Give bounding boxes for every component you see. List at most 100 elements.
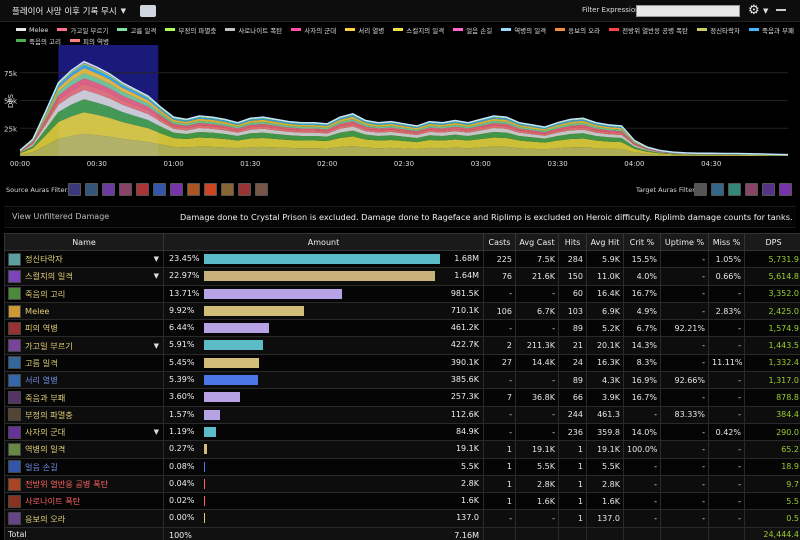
expand-caret-icon[interactable]: ▼	[153, 428, 159, 437]
aura-icon-6[interactable]	[153, 183, 166, 196]
table-row[interactable]: 가고일 부르기 ▼ 5.91% 422.7K 2 211.3K 21 20.1K 14.3% - -…	[4, 336, 800, 355]
legend-item[interactable]: 가고일 부르기	[57, 25, 108, 35]
table-row[interactable]: 사자의 군대 ▼ 1.19% 84.9K - -236 359.8 14.0% -0.42% 29…	[4, 422, 800, 442]
aura-icon-11[interactable]	[238, 183, 251, 196]
gear-icon[interactable]: ⚙	[748, 3, 760, 18]
column-header[interactable]: Miss %	[708, 233, 745, 251]
ability-label[interactable]: 전방위 열반응 공병 폭탄	[25, 479, 109, 489]
column-header[interactable]: Crit %	[623, 233, 661, 251]
target-aura-icon-6[interactable]	[779, 183, 792, 196]
target-aura-icon-4[interactable]	[745, 183, 758, 196]
ability-label[interactable]: 고름 일격	[25, 357, 58, 368]
column-header[interactable]: Name	[4, 233, 164, 251]
legend-item[interactable]: 죽음의 고리	[16, 36, 61, 46]
aura-icon-7[interactable]	[170, 183, 183, 196]
legend-item[interactable]: 전방위 열반응 공병 폭탄	[609, 25, 688, 35]
ability-name[interactable]: 죽음과 부패	[8, 391, 160, 405]
expand-caret-icon[interactable]: ▼	[153, 272, 159, 281]
aura-icon-10[interactable]	[221, 183, 234, 196]
table-row[interactable]: 피의 역병 6.44% 461.2K - -89 5.2K 6.7% 92.21% -1,574…	[4, 319, 800, 338]
aura-icon-4[interactable]	[119, 183, 132, 196]
target-aura-icon-5[interactable]	[762, 183, 775, 196]
legend-item[interactable]: 얼음 손길	[453, 25, 492, 35]
target-aura-icon-2[interactable]	[711, 183, 724, 196]
ability-label[interactable]: 서리 열병	[25, 375, 58, 386]
ability-name[interactable]: 고름 일격	[8, 356, 160, 370]
target-aura-icon-1[interactable]	[694, 183, 707, 196]
chevron-down-icon[interactable]: ▼	[763, 7, 769, 15]
aura-icon-9[interactable]	[204, 183, 217, 196]
table-row[interactable]: 죽음과 부패 3.60% 257.3K 7 36.8K 66 3.9K 16.7% - -878.…	[4, 388, 800, 407]
ability-name[interactable]: 정신타락자 ▼	[8, 252, 160, 266]
ability-name[interactable]: 사자의 군대 ▼	[8, 425, 160, 439]
column-header[interactable]: Uptime %	[660, 233, 709, 251]
table-row[interactable]: 죽음의 고리 13.71% 981.5K - -60 16.4K 16.7% - -3,352.…	[4, 284, 800, 303]
ability-name[interactable]: 가고일 부르기 ▼	[8, 339, 160, 353]
ability-name[interactable]: 응보의 오라	[8, 512, 160, 526]
aura-icon-2[interactable]	[85, 183, 98, 196]
collapse-icon[interactable]	[776, 9, 786, 11]
column-header[interactable]: Hits	[558, 233, 587, 251]
column-header[interactable]: Avg Cast	[515, 233, 559, 251]
filter-dropdown[interactable]: 플레이어 사망 이후 기록 무시 ▼	[12, 5, 126, 17]
ability-label[interactable]: 죽음과 부패	[25, 392, 66, 403]
ability-name[interactable]: 역병의 일격	[8, 442, 160, 456]
ability-name[interactable]: 피의 역병	[8, 321, 160, 335]
legend-item[interactable]: Melee	[16, 25, 48, 34]
expand-caret-icon[interactable]: ▼	[153, 255, 159, 264]
legend-item[interactable]: 정신타락자	[697, 25, 740, 35]
table-row[interactable]: Melee 9.92% 710.1K 106 6.7K 103 6.9K 4.9% -2.83%…	[4, 301, 800, 321]
aura-icon-5[interactable]	[136, 183, 149, 196]
dps-area-chart[interactable]: 25k 50k 75k DPS 00:00 00:30 01:00 01:30 02:00 02:…	[4, 23, 796, 175]
ability-label[interactable]: 사자의 군대	[25, 427, 66, 438]
legend-item[interactable]: 스컬지의 일격	[393, 25, 444, 35]
table-row[interactable]: 부정의 파멸충 1.57% 112.6K - -244 461.3-83.33% -384.…	[4, 405, 800, 424]
aura-icon-12[interactable]	[255, 183, 268, 196]
ability-label[interactable]: 피의 역병	[25, 323, 58, 334]
ability-label[interactable]: 얼음 손길	[25, 461, 58, 472]
ability-label[interactable]: 사로나이트 폭탄	[25, 496, 81, 507]
ability-name[interactable]: 사로나이트 폭탄	[8, 494, 160, 508]
ability-name[interactable]: Melee	[8, 304, 160, 318]
ability-name[interactable]: 스컬지의 일격 ▼	[8, 269, 160, 283]
aura-icon-3[interactable]	[102, 183, 115, 196]
ability-label[interactable]: 응보의 오라	[25, 513, 66, 524]
ability-label[interactable]: 역병의 일격	[25, 444, 66, 455]
view-unfiltered-link[interactable]: View Unfiltered Damage	[12, 212, 110, 221]
ability-label[interactable]: 스컬지의 일격	[25, 271, 73, 282]
ability-label[interactable]: 정신타락자	[25, 254, 63, 265]
table-row[interactable]: 고름 일격 5.45% 390.1K 27 14.4K 24 16.3K 8.3% -11.11…	[4, 353, 800, 373]
aura-icon-8[interactable]	[187, 183, 200, 196]
table-row[interactable]: 스컬지의 일격 ▼ 22.97% 1.64M 76 21.6K 150 11.0K 4.0% -0…	[4, 267, 800, 286]
toggle-button[interactable]	[140, 4, 157, 17]
ability-name[interactable]: 죽음의 고리	[8, 287, 160, 301]
expand-caret-icon[interactable]: ▼	[153, 341, 159, 350]
target-aura-icon-3[interactable]	[728, 183, 741, 196]
table-row[interactable]: 역병의 일격 0.27% 19.1K 1 19.1K 1 19.1K 100.0% - -65.2…	[4, 440, 800, 459]
legend-item[interactable]: 서리 열병	[345, 25, 384, 35]
ability-name[interactable]: 부정의 파멸충	[8, 408, 160, 422]
ability-label[interactable]: Melee	[25, 306, 50, 317]
ability-label[interactable]: 가고일 부르기	[25, 340, 73, 351]
ability-label[interactable]: 부정의 파멸충	[25, 409, 73, 420]
legend-item[interactable]: 사자의 군대	[291, 25, 336, 35]
legend-item[interactable]: 응보의 오라	[555, 25, 600, 35]
column-header[interactable]: Casts	[483, 233, 516, 251]
aura-icon-1[interactable]	[68, 183, 81, 196]
table-row[interactable]: 서리 열병 5.39% 385.6K - -89 4.3K 16.9% 92.66% -1,31…	[4, 371, 800, 390]
ability-label[interactable]: 죽음의 고리	[25, 288, 66, 299]
column-header[interactable]: Amount	[163, 233, 484, 251]
legend-item[interactable]: 고름 일격	[117, 25, 156, 35]
ability-name[interactable]: 서리 열병	[8, 373, 160, 387]
table-row[interactable]: 정신타락자 ▼ 23.45% 1.68M 225 7.5K 284 5.9K 15.5% -1.0…	[4, 249, 800, 269]
column-header[interactable]: DPS	[744, 233, 800, 251]
filter-expression-input[interactable]	[636, 5, 740, 17]
ability-name[interactable]: 얼음 손길	[8, 460, 160, 474]
column-header[interactable]: Avg Hit	[586, 233, 624, 251]
legend-item[interactable]: 사로나이트 폭탄	[225, 25, 282, 35]
legend-item[interactable]: 부정의 파멸충	[165, 25, 216, 35]
